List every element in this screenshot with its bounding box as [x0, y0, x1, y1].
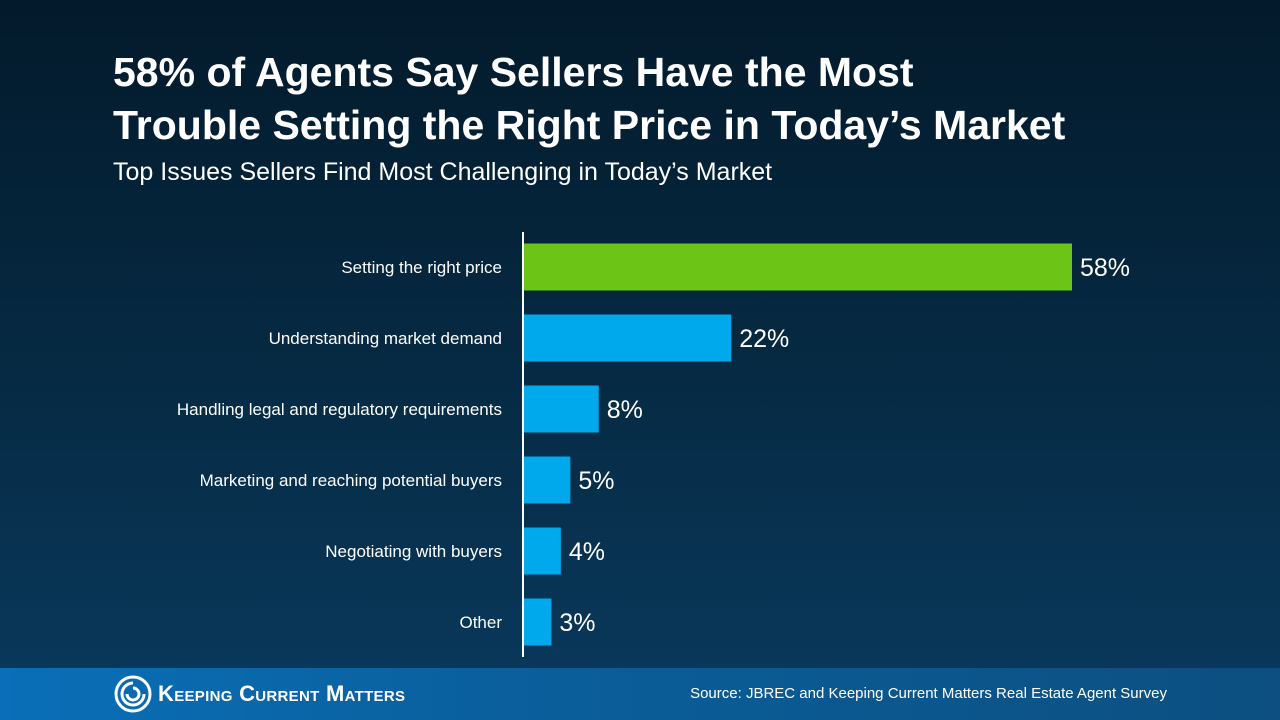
value-label-5: 3% — [559, 609, 595, 637]
category-label-2: Handling legal and regulatory requiremen… — [177, 400, 502, 419]
bar-5 — [523, 598, 552, 646]
footer-bar: Keeping Current Matters Source: JBREC an… — [0, 668, 1280, 720]
category-label-3: Marketing and reaching potential buyers — [200, 471, 502, 490]
category-label-1: Understanding market demand — [269, 329, 502, 348]
kcm-swirl-icon — [114, 675, 152, 713]
brand-logo-text: Keeping Current Matters — [158, 681, 406, 706]
source-note: Source: JBREC and Keeping Current Matter… — [690, 685, 1167, 702]
title-line-1: 58% of Agents Say Sellers Have the Most — [113, 49, 914, 95]
category-label-4: Negotiating with buyers — [325, 542, 502, 561]
title-line-2: Trouble Setting the Right Price in Today… — [113, 102, 1066, 148]
value-label-4: 4% — [569, 538, 605, 566]
bar-3 — [523, 456, 571, 504]
category-label-0: Setting the right price — [341, 258, 502, 277]
value-label-0: 58% — [1080, 254, 1130, 282]
bar-2 — [523, 385, 599, 433]
bar-chart: Setting the right price 58% Understanding … — [177, 243, 1130, 646]
category-label-5: Other — [459, 613, 502, 632]
value-label-2: 8% — [607, 396, 643, 424]
bar-1 — [523, 314, 732, 362]
bar-0 — [523, 243, 1072, 291]
chart-title: 58% of Agents Say Sellers Have the Most … — [113, 46, 1213, 152]
value-label-1: 22% — [739, 325, 789, 353]
value-label-3: 5% — [578, 467, 614, 495]
chart-subtitle: Top Issues Sellers Find Most Challenging… — [113, 158, 773, 186]
bar-4 — [523, 527, 561, 575]
